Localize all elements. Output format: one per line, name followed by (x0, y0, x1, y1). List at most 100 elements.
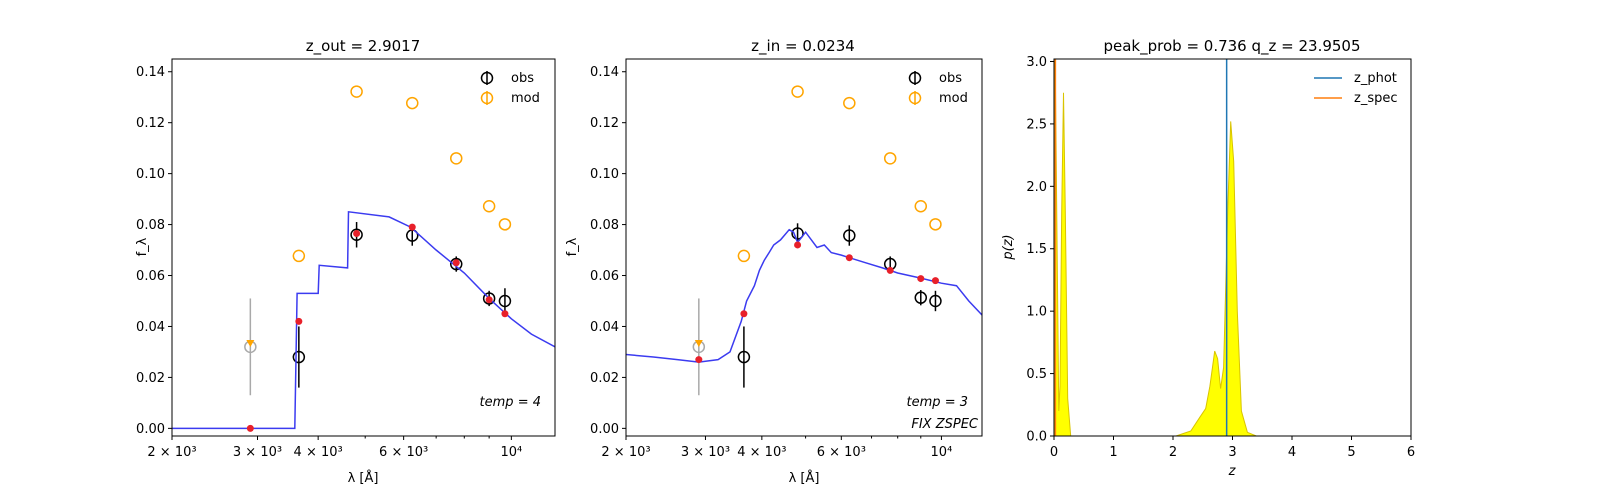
legend-mod-label: mod (511, 91, 540, 106)
model-point (408, 223, 416, 231)
y-tick-label: 3.0 (1026, 55, 1047, 70)
outlier-model-marker (694, 340, 703, 348)
series-group (626, 85, 982, 396)
legend: obs mod (908, 71, 968, 106)
y-ticks: 0.0 0.5 1.0 1.5 2.0 2.5 3.0 (1026, 55, 1054, 445)
model-point (695, 356, 703, 364)
obs-point (843, 229, 856, 242)
x-tick-label: 0 (1050, 445, 1058, 460)
obs-point (791, 227, 804, 240)
y-tick-label: 0.10 (590, 167, 619, 182)
model-point (295, 317, 303, 325)
model-point (845, 254, 853, 262)
plot-layer (626, 85, 982, 396)
legend: z_phot z_spec (1314, 71, 1398, 106)
mod-point (737, 249, 751, 263)
y-tick-label: 0.04 (590, 320, 619, 335)
mod-point (914, 199, 928, 213)
legend-zphot-label: z_phot (1354, 71, 1397, 86)
obs-point (482, 292, 496, 305)
y-ticks: 0.00 0.02 0.04 0.06 0.08 0.10 0.12 0.14 (136, 65, 172, 437)
y-ticks: 0.00 0.02 0.04 0.06 0.08 0.10 0.12 0.14 (590, 65, 626, 437)
mod-point (350, 85, 363, 98)
y-tick-label: 0.12 (590, 116, 619, 131)
model-point (452, 259, 460, 267)
mod-point (498, 218, 512, 231)
panel-title: z_out = 2.9017 (306, 37, 421, 56)
y-tick-label: 0.00 (136, 422, 165, 437)
x-tick-label: 6 × 10³ (817, 445, 866, 460)
y-tick-label: 1.0 (1026, 305, 1047, 320)
model-point (794, 241, 802, 249)
annotation-temp: temp = 3 (907, 395, 968, 410)
obs-point (449, 257, 463, 271)
mod-point (406, 96, 419, 110)
y-tick-label: 0.12 (136, 116, 165, 131)
y-tick-label: 1.5 (1026, 242, 1047, 257)
panel-zout: z_out = 2.9017 2 × 10³ 3 × 10³ 4 × 10³ 6 × … (135, 37, 556, 486)
legend-obs-marker (908, 71, 922, 85)
y-tick-label: 0.08 (136, 218, 165, 233)
x-tick-label: 3 × 10³ (233, 445, 282, 460)
x-tick-label: 3 (1228, 445, 1236, 460)
mod-point (449, 152, 463, 165)
x-axis-label: z (1228, 464, 1237, 479)
mod-point (929, 218, 942, 231)
y-tick-label: 0.02 (136, 371, 165, 386)
series-group (172, 85, 555, 432)
pz-area (1054, 61, 1411, 436)
y-tick-label: 0.06 (136, 269, 165, 284)
plot-layer (172, 85, 555, 432)
legend-mod-label: mod (939, 91, 968, 106)
panel-zin: z_in = 0.0234 2 × 10³ 3 × 10³ 4 × 10³ 6 × 1… (565, 37, 983, 486)
obs-point (292, 350, 306, 364)
x-axis-label: λ [Å] (789, 470, 820, 486)
y-tick-label: 0.02 (590, 371, 619, 386)
model-point (917, 275, 925, 283)
x-axis-label: λ [Å] (348, 470, 379, 486)
legend-obs-marker (480, 71, 494, 85)
y-tick-label: 0.14 (590, 65, 619, 80)
x-tick-label: 6 (1407, 445, 1415, 460)
axes-frame (171, 58, 556, 437)
y-tick-label: 0.10 (136, 167, 165, 182)
model-point (931, 277, 939, 285)
model-point (246, 424, 254, 432)
model-point (353, 229, 361, 237)
obs-point (929, 294, 942, 308)
x-tick-label: 4 × 10³ (737, 445, 786, 460)
y-tick-label: 0.00 (590, 422, 619, 437)
x-ticks: 2 × 10³ 3 × 10³ 4 × 10³ 6 × 10³ 10⁴ (601, 436, 952, 460)
y-axis-label: p(z) (1001, 234, 1016, 260)
y-tick-label: 0.5 (1026, 367, 1047, 382)
x-tick-label: 6 × 10³ (379, 445, 428, 460)
mod-point (482, 199, 496, 213)
model-point (886, 266, 894, 274)
x-tick-label: 5 (1347, 445, 1355, 460)
obs-point (350, 228, 363, 242)
sed-line (626, 228, 982, 363)
y-tick-label: 0.0 (1026, 430, 1047, 445)
y-tick-label: 0.04 (136, 320, 165, 335)
legend-obs-label: obs (511, 71, 534, 86)
y-tick-label: 2.5 (1026, 117, 1047, 132)
panel-title: z_in = 0.0234 (751, 37, 855, 56)
y-tick-label: 0.06 (590, 269, 619, 284)
x-tick-label: 4 × 10³ (294, 445, 343, 460)
y-tick-label: 0.08 (590, 218, 619, 233)
obs-point (914, 291, 928, 304)
y-axis-label: f_λ (135, 237, 150, 256)
model-point (501, 310, 509, 318)
mod-point (292, 249, 306, 263)
obs-point (498, 294, 512, 308)
obs-point (737, 350, 751, 364)
legend-mod-marker (908, 91, 922, 105)
model-point (740, 310, 748, 318)
plot-layer (1054, 59, 1411, 436)
legend-mod-marker (480, 91, 494, 105)
y-axis-label: f_λ (565, 237, 580, 256)
legend-zspec-label: z_spec (1354, 91, 1398, 106)
x-ticks: 2 × 10³ 3 × 10³ 4 × 10³ 6 × 10³ 10⁴ (147, 436, 522, 460)
